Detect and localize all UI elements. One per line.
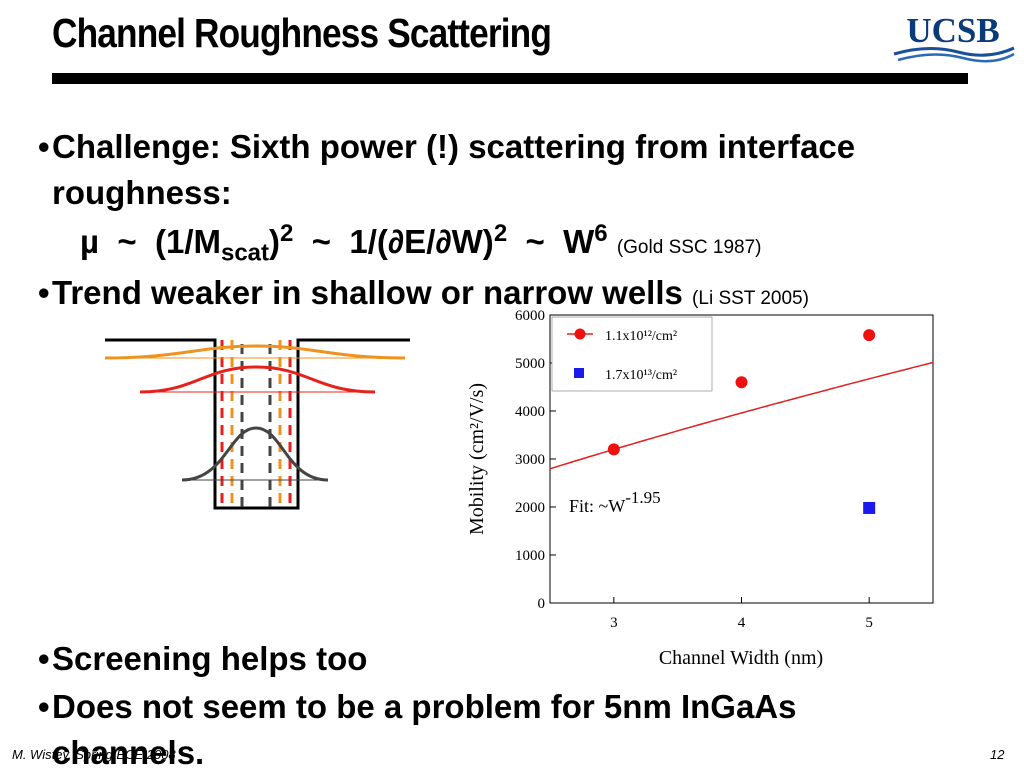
x-axis-label: Channel Width (nm) [659, 647, 823, 669]
bullet-problem: • Does not seem to be a problem for 5nm I… [38, 688, 797, 725]
fit-label-text: Fit: ~W [569, 496, 625, 516]
ucsb-logo: UCSB [893, 11, 1015, 63]
quantum-well-diagram [104, 338, 410, 510]
formula-scat: scat [220, 239, 270, 267]
data-point-series-2 [863, 501, 876, 514]
mobility-formula: µ ~ (1/Mscat)2 ~ 1/(∂E/∂W)2 ~ W6 (Gold S… [80, 220, 762, 268]
formula-sixth: 6 [594, 220, 608, 247]
bullet-screening: • Screening helps too [38, 640, 368, 677]
legend-marker-1 [574, 328, 586, 340]
slide-number: 12 [990, 747, 1005, 762]
bullet-screening-text: Screening helps too [52, 640, 368, 677]
formula-mu: µ [80, 223, 100, 260]
bullet-challenge: • Challenge: Sixth power (!) scattering f… [38, 128, 856, 165]
formula-part1: (1/M [154, 223, 221, 260]
formula-part2: 1/(∂E/∂W) [349, 223, 494, 260]
x-axis-ticks: 3 4 5 [610, 597, 873, 631]
fit-label: Fit: ~W-1.95 [569, 488, 661, 516]
data-point-series-1 [607, 443, 620, 456]
x-tick-label: 5 [865, 615, 873, 631]
x-tick-label: 4 [738, 615, 746, 631]
logo-text: UCSB [906, 11, 999, 50]
mobility-chart: 0 1000 2000 3000 4000 5000 6000 3 4 5 1.1x10¹²/c… [466, 308, 934, 669]
formula-part1-close: ) [269, 223, 281, 260]
bullet-problem-line2: channels. [52, 734, 205, 771]
formula-tilde-3: ~ [525, 223, 545, 260]
fit-exponent: -1.95 [625, 488, 660, 507]
formula-square-2: 2 [493, 220, 508, 247]
gray-wavefunction [181, 426, 329, 482]
bullet-problem-line1: Does not seem to be a problem for 5nm In… [52, 688, 797, 725]
legend-marker-2 [574, 368, 584, 378]
formula-w: W [563, 223, 595, 260]
y-tick-label: 6000 [515, 308, 545, 324]
data-point-series-1 [863, 329, 876, 342]
legend-label-2: 1.7x10¹³/cm² [605, 368, 677, 383]
slide-title: Channel Roughness Scattering [52, 10, 552, 56]
orange-wavefunction [104, 344, 406, 360]
formula-square-1: 2 [280, 220, 294, 247]
data-point-series-1 [735, 376, 748, 389]
y-axis-ticks: 0 1000 2000 3000 4000 5000 6000 [515, 308, 556, 612]
bullet-trend: • Trend weaker in shallow or narrow wells… [38, 274, 809, 311]
title-rule [52, 73, 968, 84]
formula-reference: (Gold SSC 1987) [616, 237, 762, 258]
y-tick-label: 4000 [515, 404, 545, 420]
y-axis-label: Mobility (cm²/V/s) [466, 383, 488, 535]
bullet-problem-cont: channels. [52, 734, 204, 772]
x-tick-label: 3 [610, 615, 618, 631]
outer-well [105, 338, 410, 510]
y-tick-label: 2000 [515, 500, 545, 516]
bullet-challenge-cont: roughness: [52, 174, 232, 212]
bullet-challenge-line1: Challenge: Sixth power (!) scattering fr… [52, 128, 856, 165]
formula-tilde-1: ~ [117, 223, 137, 260]
y-tick-label: 0 [538, 596, 546, 612]
bullet-trend-text: Trend weaker in shallow or narrow wells [52, 274, 683, 311]
footer-author: M. Wistey, Spring ECE 2008 [12, 747, 176, 762]
bullet-challenge-line2: roughness: [52, 174, 232, 211]
y-tick-label: 5000 [515, 356, 545, 372]
y-tick-label: 1000 [515, 548, 545, 564]
legend-label-1: 1.1x10¹²/cm² [605, 329, 677, 344]
red-wavefunction [139, 365, 376, 394]
data-points [607, 329, 876, 514]
y-tick-label: 3000 [515, 452, 545, 468]
bullet-trend-reference: (Li SST 2005) [692, 288, 809, 309]
formula-tilde-2: ~ [311, 223, 332, 260]
